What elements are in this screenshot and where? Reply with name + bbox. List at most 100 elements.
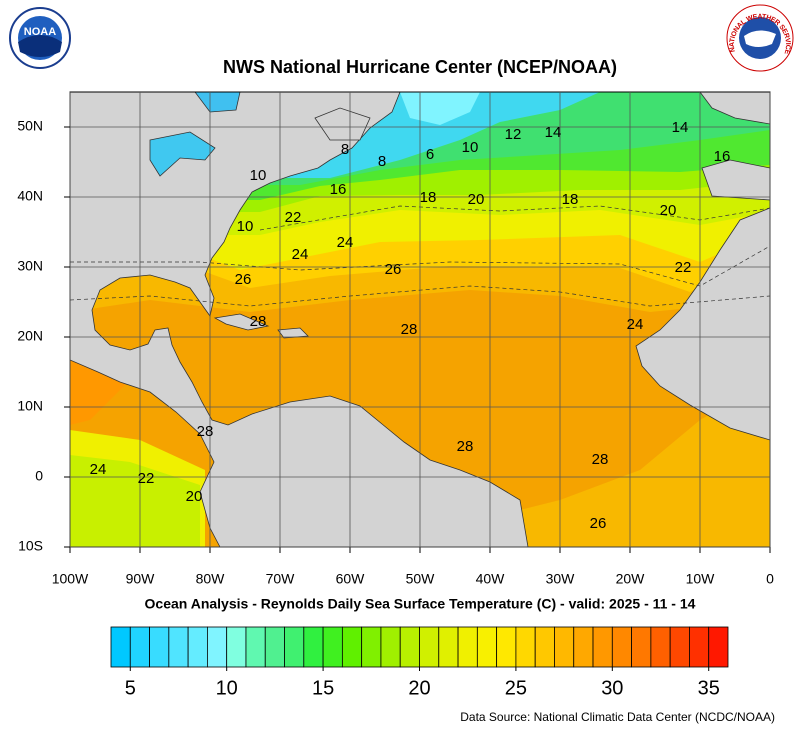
colorbar-box	[611, 626, 632, 668]
colorbar-box	[149, 626, 170, 668]
colorbar-box	[419, 626, 440, 668]
axes: 100W 90W 80W 70W 60W 50W 40W 30W 20W 10W 0 50N 40N 30…	[17, 92, 774, 587]
contour-label: 20	[660, 202, 677, 219]
colorbar-box	[399, 626, 420, 668]
colorbar-box	[476, 626, 498, 668]
contour-label: 10	[237, 218, 254, 235]
colorbar-box	[689, 626, 710, 668]
noaa-logo: NOAA	[9, 7, 71, 69]
colorbar-box	[110, 626, 131, 668]
colorbar-box	[341, 626, 363, 668]
contour-label: 24	[337, 234, 354, 251]
sst-band	[70, 455, 200, 547]
colorbar-box	[592, 626, 613, 668]
colorbar-box	[264, 626, 285, 668]
x-tick-label: 20W	[616, 571, 646, 587]
contour-label: 10	[250, 167, 267, 184]
contour-label: 26	[235, 271, 252, 288]
x-tick-label: 80W	[196, 571, 226, 587]
contour-line	[70, 285, 770, 307]
colorbar-box	[361, 626, 382, 668]
contour-label: 16	[330, 181, 347, 198]
x-tick-label: 100W	[52, 571, 89, 587]
contour-label: 12	[505, 126, 522, 143]
colorbar-label: 15	[312, 677, 334, 699]
contour-label: 20	[468, 191, 485, 208]
colorbar-box	[457, 626, 478, 668]
contour-label: 28	[401, 321, 418, 338]
great-lakes	[149, 131, 216, 177]
x-tick-label: 50W	[406, 571, 436, 587]
land-iberia	[701, 159, 770, 201]
contour-label: 22	[285, 209, 302, 226]
subtitle: Ocean Analysis - Reynolds Daily Sea Surf…	[145, 596, 696, 612]
y-tick-label: 20N	[17, 328, 43, 344]
x-tick-label: 30W	[546, 571, 576, 587]
contour-label: 24	[627, 316, 644, 333]
colorbar-box	[573, 626, 594, 668]
colorbar-label: 30	[601, 677, 623, 699]
colorbar-box	[438, 626, 459, 668]
title: NWS National Hurricane Center (NCEP/NOAA…	[223, 57, 617, 77]
contour-label: 18	[420, 189, 437, 206]
colorbar-label: 25	[505, 677, 527, 699]
x-tick-label: 10W	[686, 571, 716, 587]
y-tick-label: 10S	[18, 538, 43, 554]
x-tick-label: 70W	[266, 571, 296, 587]
colorbar-box	[496, 626, 517, 668]
colorbar-box	[534, 626, 555, 668]
colorbar-box	[650, 626, 671, 668]
colorbar-box	[669, 626, 690, 668]
land-newfoundland	[314, 107, 371, 141]
sst-band	[70, 355, 130, 425]
contour-line	[259, 205, 770, 231]
x-tick-label: 60W	[336, 571, 366, 587]
y-tick-label: 30N	[17, 258, 43, 274]
colorbar-box	[226, 626, 247, 668]
contour-label: 22	[138, 470, 155, 487]
colorbar-box	[245, 626, 266, 668]
contour-label: 28	[592, 451, 609, 468]
x-tick-label: 40W	[476, 571, 506, 587]
colorbar-label: 20	[408, 677, 430, 699]
colorbar-box	[515, 626, 536, 668]
contour-label: 24	[90, 461, 107, 478]
colorbar-box	[631, 626, 652, 668]
contour-label: 24	[292, 246, 309, 263]
y-tick-label: 10N	[17, 398, 43, 414]
colorbar-box	[168, 626, 189, 668]
sst-band	[420, 380, 770, 547]
contour-label: 18	[562, 191, 579, 208]
contour-label: 28	[250, 313, 267, 330]
colorbar-box	[129, 626, 150, 668]
land-africa	[635, 207, 770, 441]
colorbar-box	[554, 626, 575, 668]
colorbar-label: 35	[698, 677, 720, 699]
colorbar-box	[303, 626, 324, 668]
colorbar-label: 10	[216, 677, 238, 699]
colorbar-box	[380, 626, 401, 668]
contour-label: 20	[186, 488, 203, 505]
colorbar-box	[284, 626, 305, 668]
y-tick-label: 40N	[17, 188, 43, 204]
nws-logo: NATIONAL WEATHER SERVICE	[726, 4, 794, 72]
colorbar-box	[187, 626, 208, 668]
contour-label: 16	[714, 148, 731, 165]
colorbar: 5 10 15 20 25 30 35	[110, 626, 729, 699]
y-tick-label: 0	[35, 468, 43, 484]
x-tick-label: 90W	[126, 571, 156, 587]
contour-label: 8	[341, 141, 349, 158]
contour-label: 22	[675, 259, 692, 276]
contour-label: 26	[385, 261, 402, 278]
contour-label: 8	[378, 153, 386, 170]
y-tick-label: 50N	[17, 118, 43, 134]
contour-label: 14	[545, 124, 562, 141]
hudson-bay	[194, 92, 241, 113]
land-hispaniola	[277, 327, 309, 339]
contour-label: 28	[457, 438, 474, 455]
colorbar-box	[322, 626, 343, 668]
contour-label: 28	[197, 423, 214, 440]
contour-label: 6	[426, 146, 434, 163]
